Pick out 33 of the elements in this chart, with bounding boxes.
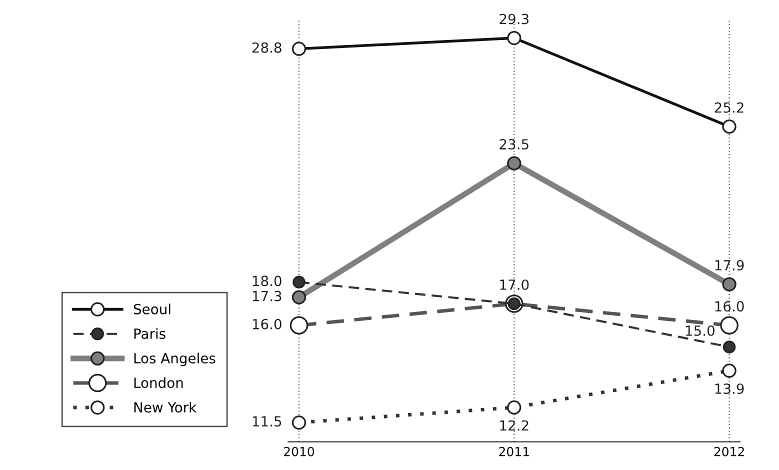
data-label: 17.0 (500, 279, 529, 290)
legend-label: Los Angeles (134, 352, 216, 366)
point (292, 415, 306, 430)
data-label: 16.0 (715, 301, 744, 312)
legend-label: Seoul (134, 304, 170, 314)
point (722, 120, 736, 134)
legend-label: New York (134, 402, 197, 413)
data-label: 18.0 (252, 276, 282, 286)
data-label: 17.3 (252, 290, 282, 302)
data-label: 29.3 (500, 14, 528, 24)
data-label: 23.5 (500, 139, 528, 150)
data-label: 13.9 (715, 383, 744, 394)
x-tick-label: 2011 (499, 446, 529, 456)
point (292, 42, 306, 56)
data-label: 15.0 (686, 325, 714, 336)
point (292, 290, 306, 304)
legend-label: Paris (134, 328, 166, 339)
point (507, 156, 522, 170)
data-label: 28.8 (252, 42, 282, 53)
data-label: 25.2 (714, 102, 744, 113)
x-tick-label: 2010 (284, 446, 314, 456)
point (507, 400, 522, 415)
data-label: 11.5 (252, 416, 282, 427)
data-label: 16.0 (252, 318, 282, 330)
point (507, 30, 522, 46)
x-tick-label: 2012 (714, 446, 744, 456)
data-label: 12.2 (500, 420, 528, 431)
point (292, 276, 306, 289)
data-label: 17.9 (715, 260, 744, 271)
point (722, 277, 736, 292)
point (722, 364, 736, 378)
point (722, 340, 736, 354)
legend-label: London (134, 377, 183, 388)
